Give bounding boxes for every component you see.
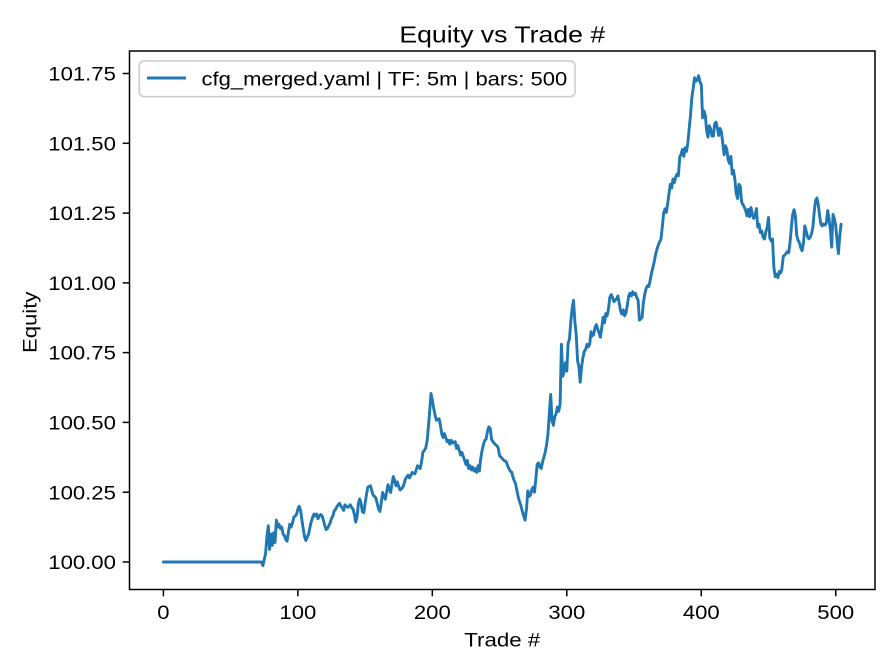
svg-text:500: 500: [817, 602, 854, 624]
svg-text:200: 200: [414, 602, 451, 624]
svg-text:Equity: Equity: [19, 291, 41, 353]
svg-text:0: 0: [157, 602, 169, 624]
svg-text:300: 300: [548, 602, 585, 624]
svg-text:101.50: 101.50: [48, 133, 116, 155]
svg-text:400: 400: [683, 602, 720, 624]
svg-text:Trade #: Trade #: [464, 629, 540, 651]
svg-text:100.50: 100.50: [48, 413, 116, 435]
svg-text:100.75: 100.75: [48, 343, 116, 365]
svg-text:101.25: 101.25: [48, 203, 116, 225]
svg-text:101.75: 101.75: [48, 64, 116, 86]
svg-text:cfg_merged.yaml | TF: 5m | bar: cfg_merged.yaml | TF: 5m | bars: 500: [202, 68, 568, 90]
svg-text:100.00: 100.00: [48, 552, 116, 574]
svg-text:100.25: 100.25: [48, 482, 116, 504]
svg-text:101.00: 101.00: [48, 273, 116, 295]
svg-text:100: 100: [279, 602, 316, 624]
svg-text:Equity vs Trade #: Equity vs Trade #: [399, 21, 605, 47]
